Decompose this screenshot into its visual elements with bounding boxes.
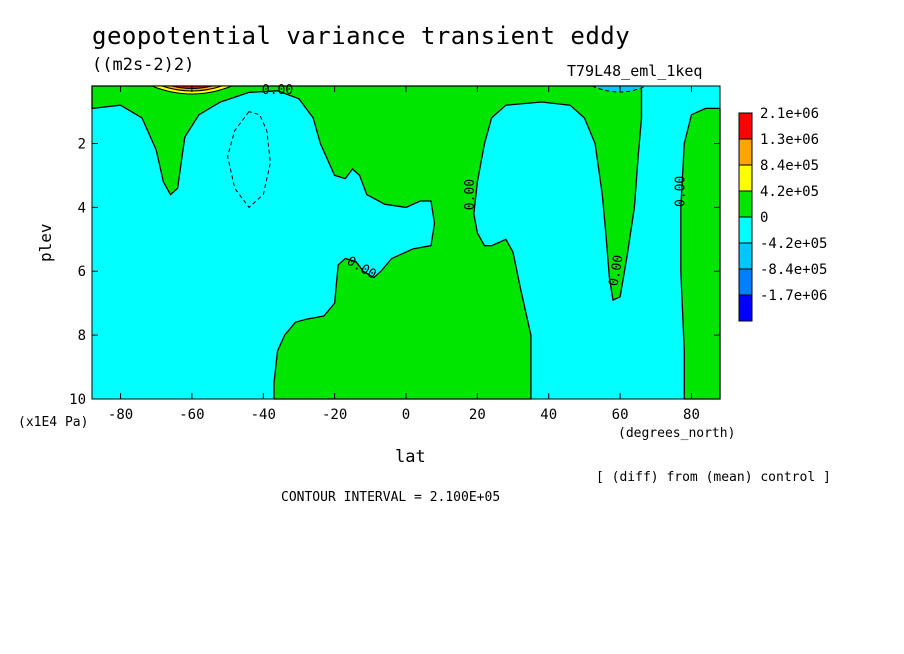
contour-interval: CONTOUR INTERVAL = 2.100E+05: [281, 490, 501, 505]
negative-core-band: [591, 85, 647, 93]
contour-label: 0.00: [673, 176, 688, 207]
legend-swatch: [738, 268, 753, 296]
legend-swatch: [738, 190, 753, 218]
y-tick-label: 2: [78, 136, 86, 152]
contour-label: 0.00: [262, 83, 293, 98]
legend-swatch: [738, 164, 753, 192]
x-axis-unit: (degrees_north): [618, 426, 736, 441]
legend-label: 1.3e+06: [760, 132, 819, 148]
x-tick-label: -80: [108, 407, 133, 423]
x-tick-label: -40: [251, 407, 276, 423]
legend-label: 8.4e+05: [760, 158, 819, 174]
chart-units: ((m2s-2)2): [92, 55, 195, 75]
x-tick-label: 80: [683, 407, 700, 423]
contour-label: 0.00: [463, 179, 478, 210]
positive-region-2: [680, 107, 721, 400]
legend-label: -1.7e+06: [760, 288, 827, 304]
x-tick-label: -20: [322, 407, 347, 423]
dashed-contour: [227, 111, 271, 209]
y-tick-label: 4: [78, 200, 86, 216]
x-axis-label: lat: [395, 447, 426, 467]
legend-swatch: [738, 294, 753, 322]
chart-title: geopotential variance transient eddy: [92, 22, 631, 50]
x-tick-label: 60: [612, 407, 629, 423]
x-tick-label: 0: [402, 407, 410, 423]
y-axis-unit: (x1E4 Pa): [18, 415, 89, 430]
run-label: T79L48_eml_1keq: [567, 62, 703, 80]
y-tick-label: 8: [78, 328, 86, 344]
legend-label: 4.2e+05: [760, 184, 819, 200]
legend-swatch: [738, 216, 753, 244]
x-tick-label: 20: [469, 407, 486, 423]
positive-region-1: [91, 85, 643, 400]
contour-label: 0.00: [607, 254, 627, 287]
legend-label: 0: [760, 210, 768, 226]
y-tick-label: 6: [78, 264, 86, 280]
legend-swatch: [738, 112, 753, 140]
x-tick-label: -60: [179, 407, 204, 423]
legend-label: -4.2e+05: [760, 236, 827, 252]
legend-swatch: [738, 242, 753, 270]
diff-note: [ (diff) from (mean) control ]: [596, 470, 831, 485]
y-tick-label: 10: [69, 392, 86, 408]
legend-label: 2.1e+06: [760, 106, 819, 122]
x-tick-label: 40: [540, 407, 557, 423]
legend-swatch: [738, 138, 753, 166]
legend-label: -8.4e+05: [760, 262, 827, 278]
